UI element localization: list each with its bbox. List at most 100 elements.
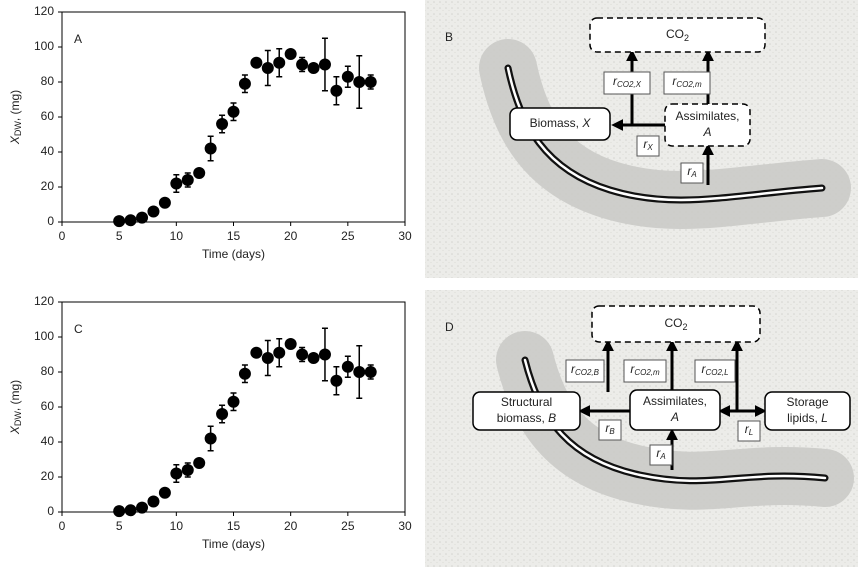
- rate-sub: CO2,m: [634, 368, 660, 377]
- point: [364, 366, 377, 378]
- y-tick-label: 100: [34, 329, 54, 343]
- rate-label: rCO2,m: [672, 74, 702, 89]
- point: [124, 214, 137, 227]
- point: [307, 352, 320, 364]
- point: [181, 464, 194, 476]
- rate-box: [649, 444, 673, 466]
- point: [181, 174, 194, 186]
- rate-box: [680, 162, 704, 184]
- pool-label: CO2: [664, 316, 687, 332]
- data-point: [204, 425, 217, 452]
- data-point: [170, 464, 183, 483]
- pool-label-text: lipids,: [787, 411, 818, 425]
- data-point: [124, 504, 137, 517]
- point: [204, 142, 217, 155]
- point: [261, 352, 274, 364]
- pool-label-sub: 2: [682, 322, 687, 332]
- data-point: [193, 167, 206, 179]
- x-tick-label: 20: [284, 229, 298, 243]
- data-point: [238, 364, 251, 384]
- pool-box: [509, 107, 611, 141]
- point: [318, 348, 331, 361]
- data-point: [330, 76, 343, 106]
- rate-label: rA: [656, 446, 665, 461]
- data-point: [341, 355, 354, 378]
- point: [250, 346, 263, 359]
- rate-label: rB: [605, 421, 615, 436]
- data-point: [364, 74, 377, 90]
- pool-label-text: CO: [666, 27, 684, 41]
- data-point: [170, 174, 183, 193]
- rate-sub: A: [690, 170, 696, 179]
- data-point: [113, 215, 126, 228]
- point: [307, 62, 320, 74]
- point: [273, 346, 286, 359]
- point: [238, 367, 251, 380]
- point: [204, 432, 217, 445]
- data-point: [147, 205, 160, 218]
- data-point: [204, 135, 217, 162]
- pool-box: [472, 391, 581, 431]
- data-point: [216, 114, 229, 134]
- y-title-main: X: [8, 425, 22, 435]
- x-tick-label: 0: [59, 229, 66, 243]
- data-point: [307, 62, 320, 74]
- pool-label: Storage: [786, 395, 828, 409]
- point: [353, 366, 366, 378]
- pool-box: [764, 391, 851, 431]
- data-point: [181, 462, 194, 478]
- point: [193, 167, 206, 179]
- point: [170, 177, 183, 190]
- y-title-sub: DW: [13, 121, 23, 136]
- panel-label: D: [445, 320, 454, 334]
- rate-box: [636, 135, 660, 157]
- y-tick-label: 20: [41, 179, 55, 193]
- point: [250, 56, 263, 69]
- pool-label: lipids, L: [787, 411, 828, 425]
- data-point: [181, 172, 194, 188]
- pool-symbol: A: [670, 410, 679, 424]
- pool-label-text: Assimilates,: [643, 394, 707, 408]
- rate-sub: CO2,X: [617, 80, 642, 89]
- y-axis-title: XDW, (mg): [8, 380, 23, 435]
- data-point: [284, 48, 297, 60]
- point: [136, 501, 149, 514]
- rate-symbol: r: [643, 137, 648, 151]
- data-point: [124, 214, 137, 227]
- pool-label: Assimilates,: [643, 394, 707, 408]
- y-tick-label: 60: [41, 109, 55, 123]
- rate-sub: B: [609, 427, 615, 436]
- y-tick-label: 0: [47, 504, 54, 518]
- rate-sub: CO2,B: [575, 368, 600, 377]
- pool-label-text: Assimilates,: [675, 109, 739, 123]
- x-tick-label: 20: [284, 519, 298, 533]
- point: [227, 395, 240, 408]
- rate-label: rA: [687, 164, 696, 179]
- pool-label-sub: 2: [684, 33, 689, 43]
- data-point: [250, 56, 263, 69]
- point: [296, 348, 309, 361]
- data-point: [307, 352, 320, 364]
- rate-sub: CO2,m: [676, 80, 702, 89]
- data-point: [193, 457, 206, 469]
- rate-sub: CO2,L: [705, 368, 728, 377]
- y-tick-label: 40: [41, 434, 55, 448]
- rate-box: [565, 359, 605, 383]
- point: [330, 84, 343, 97]
- pool-box: [664, 103, 751, 147]
- y-tick-label: 120: [34, 294, 54, 308]
- data-point: [238, 74, 251, 94]
- rate-box: [663, 71, 711, 95]
- data-point: [318, 37, 331, 92]
- data-point: [227, 392, 240, 412]
- x-tick-label: 30: [398, 229, 412, 243]
- point: [273, 56, 286, 69]
- pool-label-text: Storage: [786, 395, 828, 409]
- pool-box: [589, 17, 766, 53]
- point: [261, 62, 274, 74]
- data-point: [273, 48, 286, 78]
- point: [124, 504, 137, 517]
- rate-symbol: r: [630, 362, 635, 376]
- rate-label: rCO2,L: [701, 362, 728, 377]
- y-axis-title: XDW, (mg): [8, 90, 23, 145]
